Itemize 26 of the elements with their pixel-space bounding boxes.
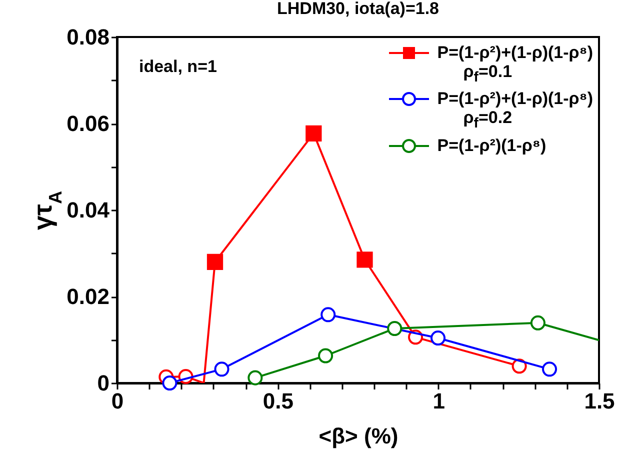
x-tick-label: 1 (432, 388, 445, 414)
point (387, 321, 402, 336)
y-tick-label: 0.04 (66, 198, 110, 222)
legend-label: P=(1-ρ²)+(1-ρ)(1-ρ⁸) ρ$_{f}$=0.1 (437, 43, 593, 88)
point (214, 362, 230, 377)
point (320, 307, 336, 322)
point (542, 362, 558, 377)
x-tick-label: 0.5 (262, 388, 294, 414)
legend-label: P=(1-ρ²)+(1-ρ)(1-ρ⁸) ρ$_{f}$=0.2 (437, 89, 593, 134)
y-tick-label: 0.06 (66, 111, 110, 136)
y-tick-label: 0.02 (66, 284, 110, 309)
x-axis-title: <β> (%) (318, 424, 398, 448)
point (162, 375, 178, 391)
point (530, 315, 546, 330)
legend-label: P=(1-ρ²)(1-ρ⁸) (437, 136, 546, 155)
point (248, 370, 263, 386)
x-tick-label: 1.5 (584, 388, 615, 414)
annotation: ideal, n=1 (139, 57, 217, 76)
point (356, 252, 373, 268)
y-tick-label: 0 (97, 370, 110, 396)
y-tick-label: 0.08 (66, 24, 110, 50)
point (206, 254, 224, 270)
point (430, 330, 446, 346)
point (306, 125, 322, 142)
point (318, 348, 334, 364)
chart-title: LHDM30, iota(a)=1.8 (276, 0, 440, 18)
